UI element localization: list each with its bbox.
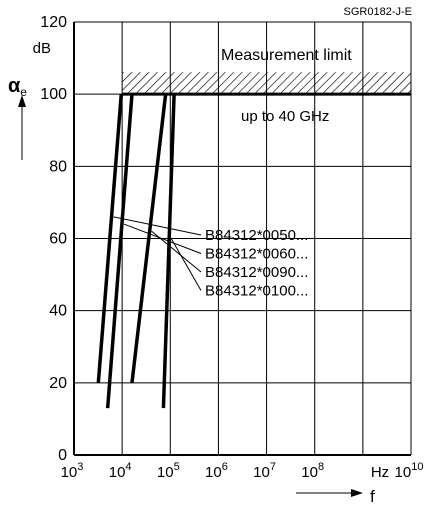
legend-label-3: B84312*0090... — [205, 264, 308, 281]
y-tick-label: 20 — [49, 375, 67, 392]
legend-leader-2 — [123, 223, 202, 254]
x-tick-label: 106 — [205, 461, 228, 481]
y-tick-label: 40 — [49, 303, 67, 320]
x-tick-label: 105 — [157, 461, 180, 481]
svg-text:αe: αe — [8, 75, 27, 99]
y-tick-labels: 0 20 40 60 80 100 120 — [40, 14, 67, 464]
x-tick-label: 108 — [301, 461, 324, 481]
measurement-limit-label: Measurement limit — [221, 47, 352, 64]
legend-leader-4 — [170, 238, 202, 291]
legend-leader-lines — [113, 216, 202, 291]
figure-id: SGR0182-J-E — [344, 6, 412, 18]
x-tick-label: 1010 — [395, 461, 424, 481]
series-line-4 — [161, 94, 176, 409]
series-line-2 — [105, 94, 134, 409]
legend-label-1: B84312*0050... — [205, 227, 308, 244]
x-tick-labels: 103 104 105 106 107 108 1010 — [61, 461, 424, 481]
axes — [73, 22, 411, 456]
y-tick-label: 60 — [49, 231, 67, 248]
x-unit-label: Hz — [371, 464, 389, 481]
x-tick-label: 103 — [61, 461, 84, 481]
hatched-band — [122, 72, 412, 95]
legend-leader-1 — [113, 216, 202, 236]
legend-label-2: B84312*0060... — [205, 246, 308, 263]
legend-leader-3 — [151, 230, 202, 273]
y-tick-label: 80 — [49, 158, 67, 175]
y-axis-label: αe — [8, 75, 27, 160]
x-axis-symbol: f — [370, 487, 375, 506]
y-axis-symbol: α — [8, 75, 21, 97]
legend: B84312*0050... B84312*0060...B84312*0090.… — [205, 227, 308, 300]
series-line-3 — [130, 93, 168, 384]
y-tick-label: 100 — [40, 86, 67, 103]
x-tick-label: 104 — [109, 461, 132, 481]
y-tick-label: 0 — [58, 447, 67, 464]
legend-label-4: B84312*0100... — [205, 283, 308, 300]
y-axis-arrow-head — [18, 95, 26, 107]
x-axis-arrow-head — [351, 489, 363, 497]
y-unit-label: dB — [33, 40, 51, 57]
measurement-limit-hatched-band — [122, 72, 412, 96]
upper-range-label: up to 40 GHz — [241, 108, 329, 125]
series-lines — [96, 93, 176, 409]
y-tick-label: 120 — [40, 14, 67, 31]
series-line-1 — [96, 94, 124, 383]
x-tick-label: 107 — [253, 461, 276, 481]
x-axis-label: f — [296, 487, 375, 506]
y-axis-subscript: e — [20, 85, 27, 99]
